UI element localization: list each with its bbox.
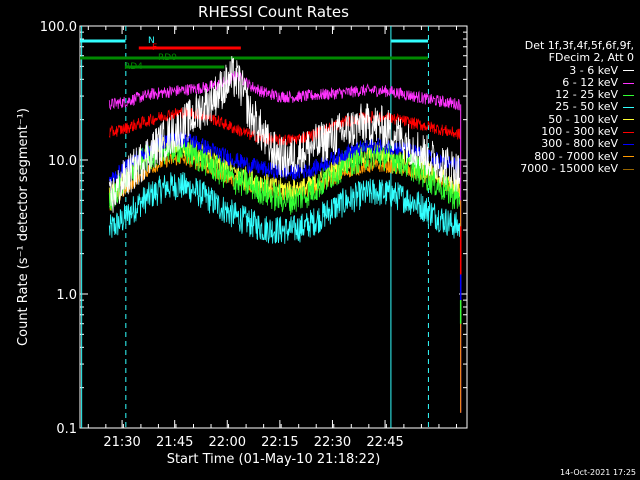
x-tick-label: 22:15	[261, 435, 298, 450]
legend-item: 3 - 6 keV	[478, 63, 634, 77]
legend-label: 6 - 12 keV	[562, 75, 618, 89]
x-tick-label: 22:45	[366, 435, 403, 450]
y-tick-label: 100.0	[40, 20, 77, 35]
legend-label: 300 - 800 keV	[541, 137, 618, 151]
legend-item: 12 - 25 keV	[478, 88, 634, 102]
legend-item: 100 - 300 keV	[478, 125, 634, 139]
legend-label: 7000 - 15000 keV	[520, 161, 618, 175]
legend-swatch	[623, 144, 634, 146]
y-tick-label: 1.0	[56, 288, 77, 303]
legend-label: 25 - 50 keV	[555, 100, 618, 114]
x-tick-label: 21:30	[103, 435, 140, 450]
legend-swatch	[623, 94, 634, 96]
legend-swatch	[623, 70, 634, 72]
legend-label: 100 - 300 keV	[541, 125, 618, 139]
series-line	[108, 107, 461, 146]
legend-header-1: Det 1f,3f,4f,5f,6f,9f,	[524, 39, 634, 52]
legend-item: 50 - 100 keV	[478, 112, 634, 126]
legend-label: 50 - 100 keV	[548, 112, 618, 126]
legend-item: 6 - 12 keV	[478, 75, 634, 89]
series-line	[108, 55, 461, 213]
legend-item: 7000 - 15000 keV	[478, 161, 634, 175]
legend-label: 12 - 25 keV	[555, 88, 618, 102]
series-line	[108, 171, 461, 244]
x-tick-label: 21:45	[156, 435, 193, 450]
legend-item: 800 - 7000 keV	[478, 149, 634, 163]
y-tick-label: 10.0	[48, 154, 77, 169]
y-axis-label: Count Rate (s⁻¹ detector segment⁻¹)	[16, 108, 31, 346]
plot-frame	[79, 25, 468, 429]
x-tick-label: 22:00	[209, 435, 246, 450]
legend-swatch	[623, 82, 634, 84]
chart-title: RHESSI Count Rates	[198, 3, 349, 21]
legend-header-2: FDecim 2, Att 0	[548, 51, 634, 65]
legend-swatch	[623, 156, 634, 158]
status-bar-label: RD0	[158, 53, 177, 63]
legend-swatch	[623, 168, 634, 170]
legend-swatch	[623, 119, 634, 121]
status-bar-label: F	[152, 43, 157, 53]
legend-item: 300 - 800 keV	[478, 138, 634, 150]
x-tick-label: 22:30	[314, 435, 351, 450]
legend-label: 3 - 6 keV	[569, 63, 618, 77]
legend-item: 25 - 50 keV	[478, 101, 634, 113]
legend-label: 800 - 7000 keV	[534, 149, 618, 163]
x-axis-label: Start Time (01-May-10 21:18:22)	[167, 452, 381, 467]
plot-timestamp: 14-Oct-2021 17:25	[560, 468, 636, 477]
status-bar-label: N	[148, 36, 155, 46]
legend-swatch	[623, 131, 634, 133]
y-tick-label: 0.1	[56, 422, 77, 437]
legend: Det 1f,3f,4f,5f,6f,9f, FDecim 2, Att 0 3…	[478, 39, 634, 175]
series-line	[108, 71, 461, 111]
legend-swatch	[623, 107, 634, 109]
status-bar-label: RD4	[124, 62, 143, 72]
